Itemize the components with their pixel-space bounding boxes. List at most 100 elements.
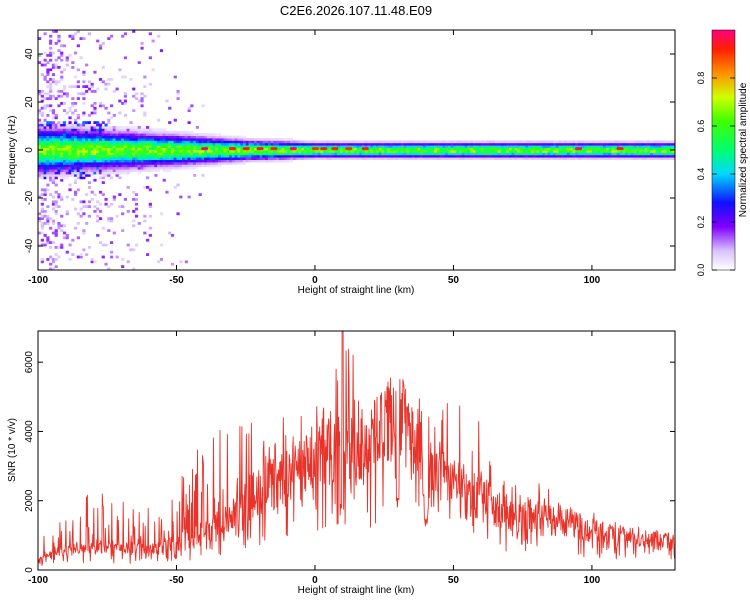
heatmap-cell bbox=[242, 140, 247, 144]
heatmap-cell bbox=[93, 152, 97, 156]
snr-x-label: Height of straight line (km) bbox=[298, 585, 415, 596]
heatmap-cell bbox=[478, 145, 482, 148]
heatmap-cell bbox=[134, 126, 139, 129]
heatmap-cell bbox=[98, 140, 103, 144]
heatmap-cell bbox=[112, 166, 116, 170]
heatmap-cell bbox=[500, 152, 504, 156]
heatmap-cell bbox=[93, 128, 97, 132]
heatmap-cell bbox=[259, 140, 263, 144]
heatmap-cell bbox=[54, 205, 58, 208]
heatmap-cell bbox=[403, 147, 407, 150]
heatmap-cell bbox=[483, 140, 488, 144]
heatmap-cell bbox=[146, 169, 150, 172]
heatmap-cell bbox=[578, 140, 582, 144]
heatmap-cell bbox=[60, 135, 64, 139]
heatmap-cell bbox=[43, 140, 47, 144]
heatmap-cell bbox=[326, 140, 330, 144]
heatmap-cell bbox=[284, 154, 288, 158]
heatmap-cell bbox=[143, 138, 147, 141]
heatmap-cell bbox=[278, 138, 283, 141]
heatmap-cell bbox=[123, 162, 128, 165]
heatmap-cell bbox=[38, 130, 42, 134]
heatmap-cell bbox=[49, 267, 53, 270]
heatmap-cell bbox=[220, 138, 224, 141]
heatmap-cell bbox=[292, 140, 296, 144]
heatmap-cell bbox=[104, 87, 108, 91]
heatmap-cell bbox=[209, 164, 213, 168]
heatmap-cell bbox=[242, 154, 247, 158]
heatmap-cell bbox=[179, 140, 183, 144]
heatmap-cell bbox=[317, 150, 321, 153]
heatmap-cell bbox=[353, 157, 357, 160]
heatmap-cell bbox=[68, 142, 72, 146]
heatmap-cell bbox=[51, 66, 56, 69]
heatmap-cell bbox=[54, 176, 58, 180]
heatmap-cell bbox=[547, 150, 551, 153]
heatmap-cell bbox=[143, 166, 147, 170]
heatmap-cell bbox=[234, 135, 238, 139]
heatmap-cell bbox=[317, 157, 321, 160]
heatmap-cell bbox=[350, 145, 355, 148]
heatmap-cell bbox=[132, 224, 136, 228]
heatmap-cell bbox=[96, 159, 100, 163]
heatmap-cell bbox=[74, 150, 78, 153]
heatmap-cell bbox=[101, 171, 105, 175]
heatmap-cell bbox=[320, 140, 324, 144]
heatmap-cell bbox=[112, 142, 116, 146]
heatmap-cell bbox=[101, 176, 105, 180]
heatmap-cell bbox=[60, 150, 64, 153]
heatmap-cell bbox=[458, 142, 463, 146]
heatmap-cell bbox=[422, 152, 427, 156]
heatmap-cell bbox=[60, 123, 64, 127]
heatmap-cell bbox=[126, 166, 130, 170]
heatmap-cell bbox=[218, 133, 222, 136]
heatmap-cell bbox=[123, 92, 128, 96]
heatmap-cell bbox=[71, 162, 75, 165]
heatmap-cell bbox=[112, 150, 116, 153]
heatmap-cell bbox=[616, 140, 621, 144]
heatmap-hotspot bbox=[228, 147, 236, 151]
heatmap-cell bbox=[134, 130, 139, 134]
heatmap-cell bbox=[146, 145, 150, 148]
heatmap-cell bbox=[159, 164, 164, 168]
heatmap-cell bbox=[107, 169, 111, 172]
heatmap-cell bbox=[151, 133, 155, 136]
heatmap-cell bbox=[636, 145, 640, 148]
heatmap-cell bbox=[82, 73, 86, 76]
heatmap-cell bbox=[46, 188, 50, 192]
heatmap-cell bbox=[57, 150, 61, 153]
heatmap-cell bbox=[82, 114, 86, 117]
heatmap-cell bbox=[151, 140, 155, 144]
heatmap-cell bbox=[76, 133, 80, 136]
heatmap-cell bbox=[165, 157, 169, 160]
heatmap-cell bbox=[506, 157, 510, 160]
heatmap-cell bbox=[420, 147, 424, 151]
heatmap-cell bbox=[132, 154, 136, 158]
heatmap-cell bbox=[43, 126, 47, 129]
heatmap-cell bbox=[179, 142, 183, 146]
heatmap-cell bbox=[550, 145, 554, 148]
heatmap-cell bbox=[49, 82, 53, 86]
heatmap-cell bbox=[600, 147, 604, 151]
heatmap-cell bbox=[234, 147, 238, 151]
heatmap-cell bbox=[62, 150, 67, 153]
heatmap-cell bbox=[292, 157, 296, 160]
heatmap-cell bbox=[65, 135, 69, 139]
heatmap-cell bbox=[470, 154, 474, 158]
heatmap-cell bbox=[51, 171, 56, 175]
heatmap-cell bbox=[218, 147, 222, 150]
heatmap-cell bbox=[566, 147, 571, 151]
heatmap-cell bbox=[68, 174, 72, 177]
heatmap-cell bbox=[107, 145, 111, 148]
heatmap-cell bbox=[627, 154, 632, 158]
heatmap-cell bbox=[539, 154, 543, 158]
heatmap-cell bbox=[40, 231, 44, 235]
heatmap-cell bbox=[201, 133, 205, 136]
heatmap-cell bbox=[140, 130, 144, 134]
heatmap-cell bbox=[569, 152, 573, 156]
heatmap-cell bbox=[43, 150, 47, 153]
heatmap-cell bbox=[40, 135, 44, 139]
x-tick-label: -50 bbox=[169, 575, 184, 586]
heatmap-cell bbox=[54, 142, 58, 146]
heatmap-cell bbox=[43, 75, 47, 79]
